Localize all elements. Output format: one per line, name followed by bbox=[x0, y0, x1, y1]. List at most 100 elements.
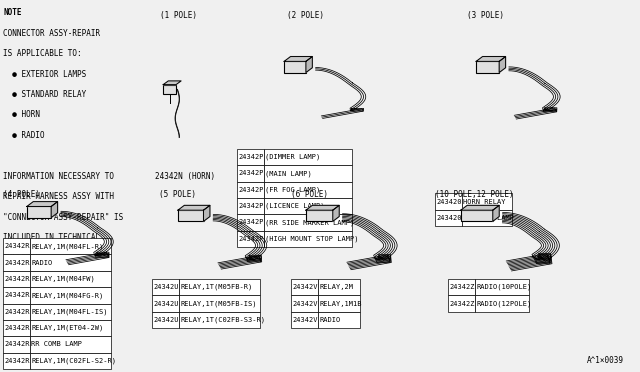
Text: RELAY,1T(M05FB-R): RELAY,1T(M05FB-R) bbox=[180, 284, 253, 291]
Text: 24342P: 24342P bbox=[238, 187, 264, 193]
Text: INCLUDED IN TECHNICAL: INCLUDED IN TECHNICAL bbox=[3, 233, 100, 242]
Bar bbox=[448, 279, 475, 295]
Text: (6 POLE): (6 POLE) bbox=[291, 190, 328, 199]
Bar bbox=[30, 353, 111, 369]
Text: (MAIN LAMP): (MAIN LAMP) bbox=[265, 170, 312, 177]
Bar bbox=[291, 279, 318, 295]
Text: ● EXTERIOR LAMPS: ● EXTERIOR LAMPS bbox=[3, 70, 86, 78]
Bar bbox=[152, 279, 179, 295]
Polygon shape bbox=[51, 202, 58, 218]
Text: 24342R: 24342R bbox=[4, 358, 30, 364]
Text: RR COMB LAMP: RR COMB LAMP bbox=[31, 341, 83, 347]
Bar bbox=[264, 198, 352, 214]
Bar bbox=[476, 61, 499, 73]
Text: INFORMATION NECESSARY TO: INFORMATION NECESSARY TO bbox=[3, 172, 114, 181]
Bar bbox=[237, 198, 264, 214]
Text: 24342P: 24342P bbox=[238, 236, 264, 242]
Text: RELAY,2M: RELAY,2M bbox=[319, 284, 353, 290]
Text: 24342P: 24342P bbox=[238, 154, 264, 160]
Text: (2 POLE): (2 POLE) bbox=[287, 11, 324, 20]
Text: FR COMB LAMP: FR COMB LAMP bbox=[463, 215, 515, 221]
Polygon shape bbox=[204, 205, 210, 221]
Bar bbox=[475, 295, 529, 312]
Text: 24342R: 24342R bbox=[4, 276, 30, 282]
Bar bbox=[264, 149, 352, 165]
Bar bbox=[3, 254, 30, 271]
Bar bbox=[30, 304, 111, 320]
Bar bbox=[3, 287, 30, 304]
Text: (RR SIDE MARKER LAMP): (RR SIDE MARKER LAMP) bbox=[265, 219, 354, 226]
Text: 24342P: 24342P bbox=[238, 219, 264, 225]
Text: ● RADIO: ● RADIO bbox=[3, 131, 45, 140]
Text: 24342R: 24342R bbox=[4, 292, 30, 298]
Bar bbox=[3, 336, 30, 353]
Polygon shape bbox=[461, 205, 499, 210]
Bar bbox=[237, 214, 264, 231]
Bar bbox=[179, 312, 260, 328]
Text: RELAY,1M(M04FL-R): RELAY,1M(M04FL-R) bbox=[31, 243, 104, 250]
Bar bbox=[264, 182, 352, 198]
Text: A^1×0039: A^1×0039 bbox=[587, 356, 624, 365]
Text: HORN RELAY: HORN RELAY bbox=[463, 199, 506, 205]
Bar bbox=[448, 295, 475, 312]
Bar bbox=[435, 210, 462, 226]
Polygon shape bbox=[333, 205, 339, 221]
Text: 24342R: 24342R bbox=[4, 243, 30, 249]
Text: 24342P: 24342P bbox=[238, 170, 264, 176]
Bar bbox=[318, 312, 360, 328]
Text: RELAY,1M(M04FG-R): RELAY,1M(M04FG-R) bbox=[31, 292, 104, 299]
Text: RELAY,1M1B: RELAY,1M1B bbox=[319, 301, 362, 307]
Bar bbox=[237, 182, 264, 198]
Bar bbox=[3, 271, 30, 287]
Bar bbox=[237, 165, 264, 182]
Polygon shape bbox=[284, 57, 312, 61]
Text: 24342Z: 24342Z bbox=[449, 301, 475, 307]
Bar bbox=[318, 295, 360, 312]
Text: 243420: 243420 bbox=[436, 215, 462, 221]
Text: RADIO(12POLE): RADIO(12POLE) bbox=[476, 300, 531, 307]
Text: "CONNECTOR ASSY-REPAIR" IS: "CONNECTOR ASSY-REPAIR" IS bbox=[3, 213, 124, 222]
Bar bbox=[291, 295, 318, 312]
Bar bbox=[475, 279, 529, 295]
Text: 24342R: 24342R bbox=[4, 260, 30, 266]
Text: RELAY,1T(C02FB-S3-R): RELAY,1T(C02FB-S3-R) bbox=[180, 317, 266, 323]
Text: 24342U: 24342U bbox=[154, 301, 179, 307]
Text: 24342Z: 24342Z bbox=[449, 284, 475, 290]
Polygon shape bbox=[499, 57, 506, 73]
Bar bbox=[264, 165, 352, 182]
Polygon shape bbox=[476, 57, 506, 61]
Bar bbox=[152, 312, 179, 328]
Bar bbox=[3, 304, 30, 320]
Text: RELAY,1M(M04FW): RELAY,1M(M04FW) bbox=[31, 276, 95, 282]
Text: RADIO: RADIO bbox=[319, 317, 340, 323]
Text: ● HORN: ● HORN bbox=[3, 110, 40, 119]
Text: 24342U: 24342U bbox=[154, 317, 179, 323]
Bar bbox=[291, 312, 318, 328]
Text: (5 POLE): (5 POLE) bbox=[159, 190, 196, 199]
Bar bbox=[178, 210, 204, 221]
Text: 24342N (HORN): 24342N (HORN) bbox=[155, 172, 215, 181]
Text: RELAY,1M(M04FL-IS): RELAY,1M(M04FL-IS) bbox=[31, 308, 108, 315]
Text: REPAIR HARNESS ASSY WITH: REPAIR HARNESS ASSY WITH bbox=[3, 192, 114, 201]
Bar bbox=[461, 210, 493, 221]
Text: RELAY,1M(C02FL-S2-R): RELAY,1M(C02FL-S2-R) bbox=[31, 357, 116, 364]
Text: CONNECTOR ASSY-REPAIR: CONNECTOR ASSY-REPAIR bbox=[3, 29, 100, 38]
Bar bbox=[3, 320, 30, 336]
Text: (1 POLE): (1 POLE) bbox=[160, 11, 197, 20]
Text: (FR FOG LAMP): (FR FOG LAMP) bbox=[265, 186, 320, 193]
Bar bbox=[306, 210, 333, 221]
Text: 24342P: 24342P bbox=[238, 203, 264, 209]
Bar bbox=[264, 214, 352, 231]
Text: (4 POLE): (4 POLE) bbox=[3, 190, 40, 199]
Bar bbox=[30, 254, 111, 271]
Text: 24342R: 24342R bbox=[4, 309, 30, 315]
Bar bbox=[27, 206, 51, 218]
Text: RELAY,1T(M05FB-IS): RELAY,1T(M05FB-IS) bbox=[180, 300, 257, 307]
Polygon shape bbox=[306, 57, 312, 73]
Bar bbox=[30, 238, 111, 254]
Text: (DIMMER LAMP): (DIMMER LAMP) bbox=[265, 154, 320, 160]
Bar bbox=[462, 193, 512, 210]
Text: RELAY,1M(ET04-2W): RELAY,1M(ET04-2W) bbox=[31, 325, 104, 331]
Text: 24342R: 24342R bbox=[4, 341, 30, 347]
Bar bbox=[30, 336, 111, 353]
